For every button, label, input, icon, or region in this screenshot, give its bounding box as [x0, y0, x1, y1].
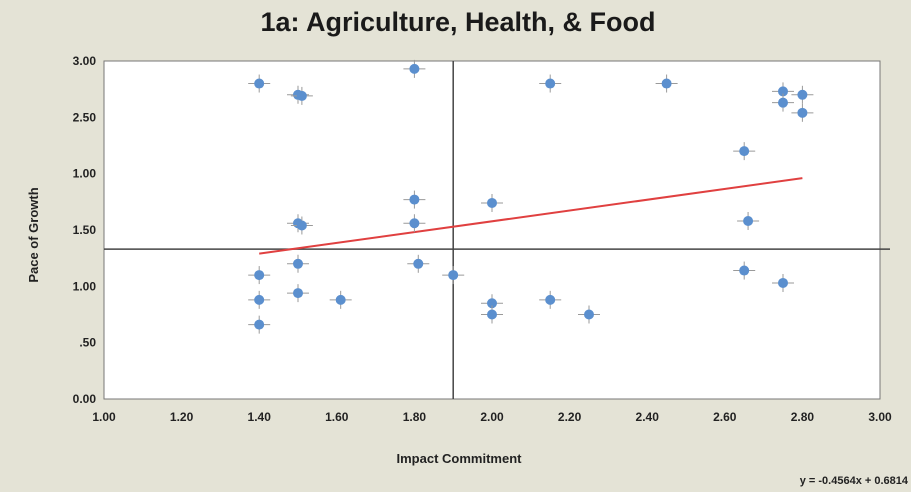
x-axis-label: Impact Commitment — [397, 451, 523, 466]
reference-lines — [104, 61, 890, 399]
chart-title: 1a: Agriculture, Health, & Food — [260, 7, 655, 37]
x-tick-labels: 1.00 1.20 1.40 1.60 1.80 2.00 2.20 2.40 2.60 2.80… — [92, 410, 892, 424]
data-point — [287, 254, 309, 273]
point-marker — [661, 78, 672, 89]
data-point — [733, 261, 756, 280]
point-marker — [335, 294, 346, 305]
point-marker — [413, 258, 424, 269]
regression-equation: y = -0.4564x + 0.6814 — [800, 475, 909, 487]
data-point — [290, 216, 313, 235]
point-marker — [448, 270, 459, 281]
plot-area — [103, 60, 881, 400]
point-marker — [778, 97, 788, 108]
data-point — [287, 284, 309, 303]
point-marker — [545, 294, 556, 305]
data-point — [539, 74, 562, 93]
y-tick-label: 0.00 — [73, 392, 97, 406]
data-point — [290, 86, 313, 105]
point-marker — [739, 265, 750, 276]
point-marker — [254, 294, 265, 305]
x-tick-label: 2.20 — [558, 410, 582, 424]
x-tick-label: 1.00 — [92, 410, 116, 424]
data-point — [481, 305, 503, 324]
point-marker — [743, 215, 754, 226]
y-tick-label: 2.50 — [73, 110, 97, 124]
point-marker — [797, 107, 808, 118]
data-point — [578, 305, 600, 324]
data-point — [248, 74, 271, 93]
data-point — [481, 294, 503, 313]
data-point — [737, 211, 760, 230]
points-layer — [248, 59, 814, 334]
point-marker — [409, 194, 420, 205]
point-marker — [296, 90, 307, 101]
point-marker — [293, 288, 303, 299]
point-marker — [293, 258, 303, 269]
data-point — [442, 266, 465, 285]
data-point — [791, 85, 814, 104]
x-tick-label: 1.40 — [248, 410, 272, 424]
x-tick-label: 2.60 — [713, 410, 737, 424]
data-point — [407, 254, 430, 273]
data-point — [539, 290, 562, 309]
point-marker — [797, 89, 808, 100]
data-point — [772, 273, 794, 292]
x-tick-label: 2.40 — [636, 410, 660, 424]
point-marker — [409, 63, 420, 74]
data-point — [733, 142, 756, 161]
data-point — [403, 214, 426, 233]
point-marker — [254, 78, 265, 89]
data-point — [248, 266, 271, 285]
data-point — [655, 74, 678, 93]
y-tick-label: .50 — [79, 336, 96, 350]
y-tick-labels: 0.00 .50 1.00 1.50 1.00 2.50 3.00 — [73, 54, 97, 406]
data-point — [403, 59, 426, 78]
point-marker — [545, 78, 556, 89]
y-tick-label: 1.50 — [73, 223, 97, 237]
y-axis-label: Pace of Growth — [26, 187, 41, 282]
data-point — [248, 290, 271, 309]
data-point — [791, 103, 814, 122]
point-marker — [487, 298, 497, 309]
point-marker — [739, 146, 750, 157]
trendline-layer — [259, 177, 803, 255]
data-point — [481, 193, 503, 212]
point-marker — [778, 86, 788, 97]
data-point — [403, 190, 426, 209]
data-point — [329, 290, 352, 309]
x-tick-label: 2.00 — [480, 410, 504, 424]
x-tick-label: 3.00 — [868, 410, 892, 424]
x-tick-label: 2.80 — [791, 410, 815, 424]
point-marker — [409, 218, 420, 229]
x-tick-label: 1.20 — [170, 410, 194, 424]
y-tick-label: 1.00 — [73, 279, 97, 293]
point-marker — [584, 309, 594, 320]
data-point — [248, 315, 271, 334]
point-marker — [487, 309, 497, 320]
point-marker — [296, 220, 307, 231]
x-tick-label: 1.80 — [403, 410, 427, 424]
point-marker — [254, 270, 265, 281]
trendline — [259, 177, 803, 255]
point-marker — [254, 319, 265, 330]
point-marker — [778, 277, 788, 288]
point-marker — [487, 197, 497, 208]
x-tick-label: 1.60 — [325, 410, 349, 424]
y-tick-label: 3.00 — [73, 54, 97, 68]
data-point — [772, 93, 794, 112]
y-tick-label: 1.00 — [73, 167, 97, 181]
